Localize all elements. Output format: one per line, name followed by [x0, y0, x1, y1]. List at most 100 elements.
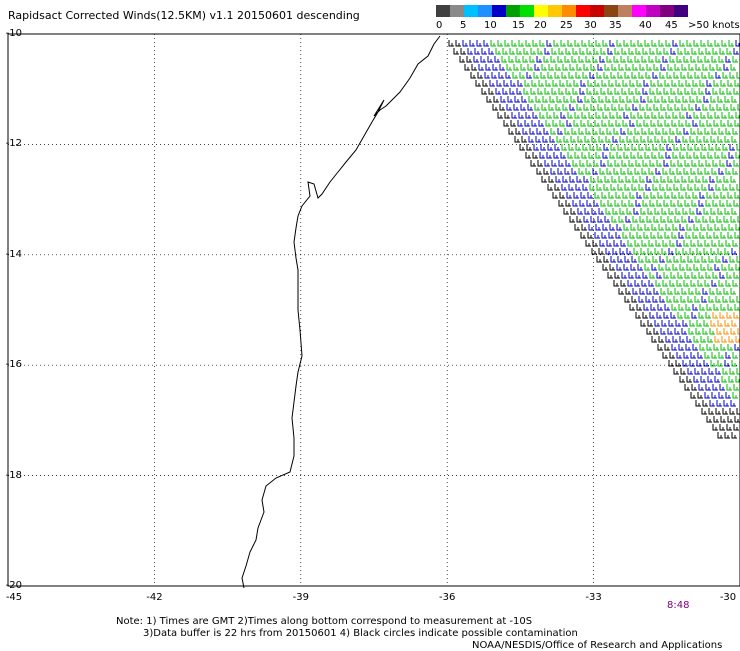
wind-barb — [628, 200, 634, 207]
wind-barb — [593, 48, 599, 55]
wind-barb — [664, 192, 670, 199]
wind-barb — [565, 88, 571, 95]
wind-barb — [641, 240, 647, 247]
wind-barb — [666, 72, 672, 79]
wind-barb — [577, 136, 583, 143]
wind-barb — [485, 64, 491, 71]
wind-barb — [686, 40, 692, 47]
wind-barb — [525, 112, 531, 119]
wind-barb — [563, 136, 569, 143]
wind-barb — [573, 80, 579, 87]
wind-barb — [685, 304, 691, 311]
wind-barb — [578, 56, 584, 63]
wind-barb — [652, 72, 658, 79]
wind-barb — [584, 208, 590, 215]
wind-barb — [627, 56, 633, 63]
wind-barb — [602, 264, 608, 271]
wind-barb — [662, 128, 668, 135]
wind-barb — [730, 64, 736, 71]
latitude-label: -12 — [5, 138, 22, 150]
wind-barb — [653, 216, 659, 223]
wind-barb — [643, 120, 649, 127]
wind-barb — [707, 264, 713, 271]
wind-barb — [569, 216, 575, 223]
wind-barb — [698, 272, 704, 279]
wind-barb — [480, 56, 486, 63]
wind-barb — [729, 72, 735, 79]
wind-barb — [695, 400, 701, 407]
wind-barb — [690, 280, 696, 287]
wind-barb — [671, 192, 677, 199]
wind-barb — [512, 72, 518, 79]
wind-barb — [521, 136, 527, 143]
wind-barb — [561, 184, 567, 191]
wind-barb — [730, 104, 736, 111]
wind-barb — [621, 88, 627, 95]
wind-barb — [731, 208, 737, 215]
wind-barb — [704, 352, 710, 359]
wind-barb — [581, 224, 587, 231]
wind-barb — [564, 56, 570, 63]
wind-barb — [705, 160, 711, 167]
wind-barb — [730, 328, 736, 335]
wind-barb — [672, 152, 678, 159]
wind-barb — [580, 80, 586, 87]
wind-barb — [709, 176, 715, 183]
wind-barb — [636, 192, 642, 199]
wind-barb — [642, 312, 648, 319]
wind-barb — [687, 368, 693, 375]
wind-barb — [640, 136, 646, 143]
wind-barb — [545, 80, 551, 87]
wind-barb — [503, 120, 509, 127]
wind-barb — [637, 264, 643, 271]
wind-barb — [680, 72, 686, 79]
wind-barb — [676, 240, 682, 247]
wind-barb — [586, 200, 592, 207]
wind-barb — [576, 176, 582, 183]
wind-barb — [516, 88, 522, 95]
wind-barb — [703, 208, 709, 215]
wind-barb — [658, 336, 664, 343]
wind-barb — [638, 184, 644, 191]
wind-barb — [678, 80, 684, 87]
wind-barb — [675, 136, 681, 143]
wind-barb — [599, 128, 605, 135]
wind-barb — [650, 80, 656, 87]
wind-barb — [706, 416, 712, 423]
wind-barb — [715, 184, 721, 191]
wind-barb — [647, 136, 653, 143]
wind-barb — [718, 56, 724, 63]
wind-barb — [684, 160, 690, 167]
wind-barb — [702, 64, 708, 71]
colorbar-label: 10 — [484, 20, 497, 31]
wind-barb — [628, 160, 634, 167]
wind-barb — [690, 56, 696, 63]
wind-barb — [688, 288, 694, 295]
wind-barb — [514, 136, 520, 143]
wind-barb — [516, 48, 522, 55]
wind-barb — [659, 144, 665, 151]
wind-barb — [734, 232, 740, 239]
wind-barb — [701, 368, 707, 375]
wind-barb — [559, 192, 565, 199]
wind-barb — [636, 304, 642, 311]
wind-barb — [554, 72, 560, 79]
wind-barb — [510, 120, 516, 127]
wind-barb — [675, 248, 681, 255]
wind-barb — [616, 112, 622, 119]
wind-barb — [688, 216, 694, 223]
wind-barb — [703, 320, 709, 327]
wind-barb — [701, 144, 707, 151]
wind-barb — [617, 184, 623, 191]
wind-barb — [699, 344, 705, 351]
wind-barb — [676, 280, 682, 287]
wind-barb — [620, 168, 626, 175]
wind-barb — [568, 144, 574, 151]
wind-barb — [663, 200, 669, 207]
wind-barb — [694, 368, 700, 375]
wind-barb — [596, 72, 602, 79]
wind-barb — [644, 224, 650, 231]
wind-barb — [546, 112, 552, 119]
wind-barb — [701, 296, 707, 303]
wind-barb — [651, 264, 657, 271]
